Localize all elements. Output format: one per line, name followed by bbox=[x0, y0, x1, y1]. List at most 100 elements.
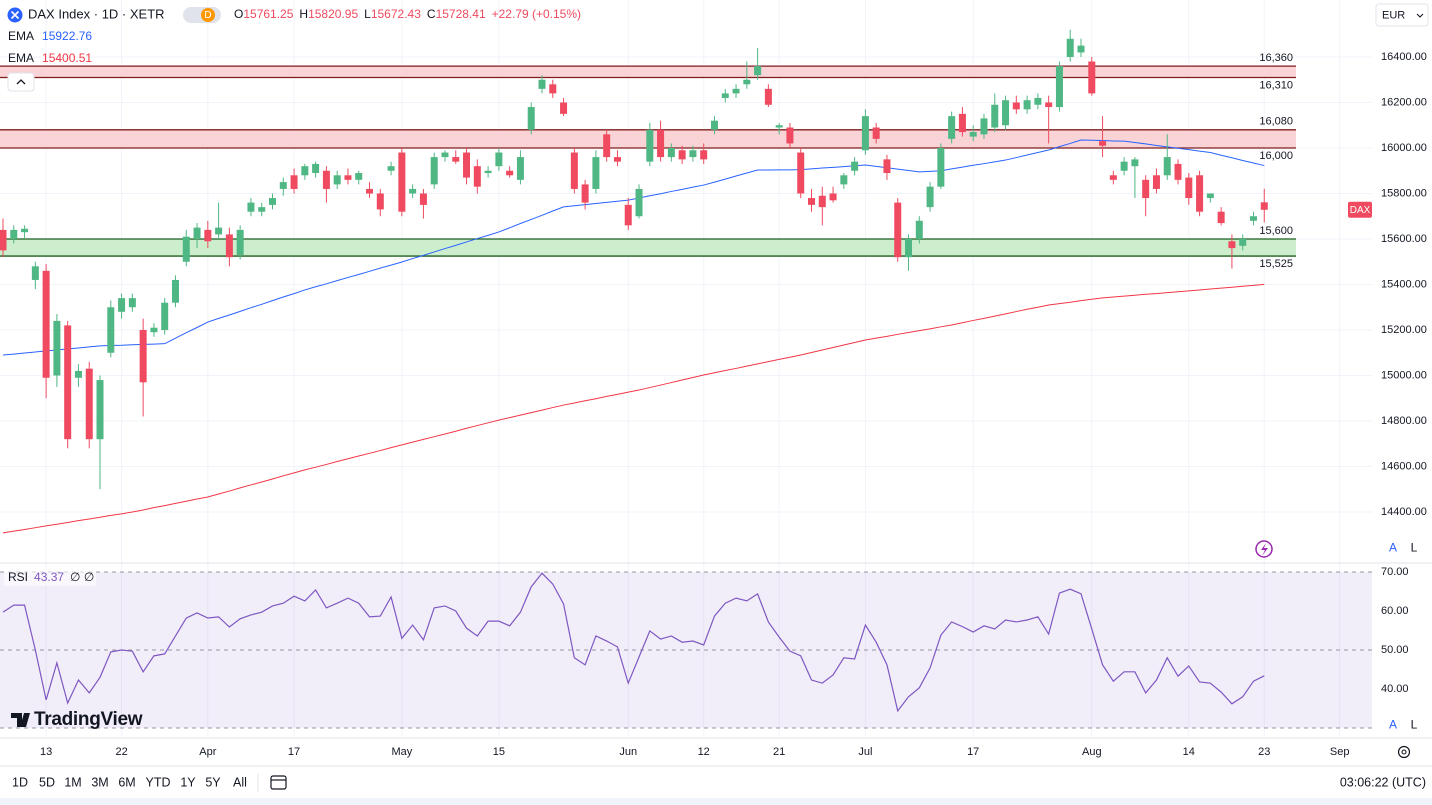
x-tick-label: May bbox=[391, 746, 412, 758]
auto-scale-text[interactable]: A bbox=[1389, 718, 1397, 732]
x-tick-label: 22 bbox=[115, 746, 127, 758]
candle-body bbox=[678, 150, 686, 160]
candle-body bbox=[851, 161, 859, 171]
x-tick-label: 17 bbox=[288, 746, 300, 758]
range-button[interactable]: YTD bbox=[146, 775, 171, 789]
candle-body bbox=[905, 238, 913, 258]
log-scale-text[interactable]: L bbox=[1411, 541, 1418, 555]
range-button[interactable]: 5D bbox=[39, 775, 55, 789]
ema-legend: EMA 15400.51 bbox=[8, 51, 92, 65]
ohlc-value: 15820.95 bbox=[308, 7, 358, 21]
x-tick-label: 12 bbox=[698, 746, 710, 758]
candle-body bbox=[366, 188, 374, 194]
y-tick-label: 14600.00 bbox=[1381, 460, 1427, 472]
candle-body bbox=[21, 228, 29, 233]
candle-body bbox=[452, 157, 460, 162]
candle-body bbox=[1131, 159, 1139, 167]
zone-label: 16,080 bbox=[1259, 116, 1293, 128]
candle-body bbox=[667, 147, 675, 158]
candle-body bbox=[689, 150, 697, 158]
y-tick-label: 70.00 bbox=[1381, 566, 1409, 578]
clock[interactable]: 03:06:22 (UTC) bbox=[1340, 775, 1426, 789]
candle-body bbox=[549, 84, 557, 94]
candle-body bbox=[1012, 102, 1020, 110]
auto-scale-text: A bbox=[1389, 541, 1397, 555]
candle-body bbox=[236, 229, 244, 255]
calendar-icon[interactable] bbox=[270, 775, 287, 790]
auto-scale-button[interactable] bbox=[1384, 539, 1402, 557]
x-tick-label: Aug bbox=[1082, 746, 1102, 758]
candle-body bbox=[355, 173, 363, 180]
y-tick-label: 15400.00 bbox=[1381, 278, 1427, 290]
candle-body bbox=[818, 195, 826, 208]
labels-layer: 14400.00 14600.00 14800.00 15000.00 15200.00… bbox=[40, 51, 1427, 758]
candle-body bbox=[646, 129, 654, 162]
candles-layer bbox=[0, 29, 1268, 490]
candle-body bbox=[743, 79, 751, 85]
candle-body bbox=[592, 157, 600, 189]
candle-body bbox=[269, 198, 276, 205]
candle-body bbox=[279, 182, 287, 189]
candle-body bbox=[775, 125, 783, 128]
x-tick-label: Jul bbox=[858, 746, 872, 758]
candle-body bbox=[1055, 66, 1063, 108]
legend-value: 43.37 bbox=[34, 570, 64, 584]
logo-text[interactable]: TradingView bbox=[34, 709, 143, 730]
candle-body bbox=[1066, 38, 1074, 57]
lines-layer bbox=[2, 139, 1265, 713]
candle-body bbox=[1120, 161, 1128, 171]
ohlc-key: H bbox=[299, 7, 308, 21]
legend-name: EMA bbox=[8, 51, 34, 65]
rsi-band bbox=[0, 572, 1372, 728]
range-button[interactable]: All bbox=[233, 775, 247, 789]
candle-body bbox=[1152, 175, 1160, 189]
candle-body bbox=[473, 166, 481, 187]
candle-body bbox=[495, 152, 503, 167]
log-scale-text[interactable]: L bbox=[1411, 718, 1418, 732]
symbol-title[interactable]: DAX Index · 1D · XETR bbox=[28, 6, 165, 21]
range-button[interactable]: 5Y bbox=[205, 775, 221, 789]
currency-select[interactable] bbox=[1375, 3, 1429, 27]
candle-body bbox=[31, 266, 39, 280]
candle-body bbox=[538, 79, 546, 89]
candle-body bbox=[74, 370, 82, 378]
candle-body bbox=[312, 163, 320, 174]
x-tick-label: Jun bbox=[619, 746, 637, 758]
candle-body bbox=[247, 202, 255, 212]
ema-legend: EMA 15922.76 bbox=[8, 29, 92, 43]
candle-body bbox=[225, 234, 233, 258]
y-tick-label: 16000.00 bbox=[1381, 142, 1427, 154]
range-button[interactable]: 3M bbox=[91, 775, 108, 789]
line bbox=[2, 283, 1265, 534]
candle-body bbox=[991, 104, 999, 128]
range-button[interactable]: 1D bbox=[12, 775, 28, 789]
candle-body bbox=[732, 88, 740, 94]
range-button[interactable]: 1Y bbox=[180, 775, 196, 789]
candle-body bbox=[1174, 163, 1182, 180]
candle-body bbox=[387, 166, 395, 171]
last-price-tag bbox=[1348, 201, 1372, 218]
candle-body bbox=[1034, 97, 1042, 105]
candle-body bbox=[754, 66, 762, 76]
candle-body bbox=[516, 157, 524, 180]
zone bbox=[0, 238, 1296, 257]
range-button[interactable]: 1M bbox=[64, 775, 81, 789]
badge-text: D bbox=[204, 10, 211, 21]
candle-body bbox=[1249, 216, 1257, 221]
candle-body bbox=[96, 380, 104, 440]
y-tick-label: 40.00 bbox=[1381, 683, 1409, 695]
x-tick-label: 14 bbox=[1183, 746, 1195, 758]
candle-body bbox=[139, 329, 147, 383]
candle-body bbox=[958, 113, 966, 133]
x-tick-label: 17 bbox=[967, 746, 979, 758]
ohlc-value: 15761.25 bbox=[243, 7, 293, 21]
candle-body bbox=[710, 120, 718, 130]
zone-label: 16,360 bbox=[1259, 52, 1293, 64]
legend-name: EMA bbox=[8, 29, 34, 43]
ohlc-readout: O15761.25 H15820.95 L15672.43 C15728.41 +22.… bbox=[234, 7, 581, 21]
settings-icon[interactable] bbox=[1397, 745, 1411, 759]
range-button[interactable]: 6M bbox=[118, 775, 135, 789]
candle-body bbox=[527, 107, 535, 130]
candle-body bbox=[409, 188, 417, 194]
collapse-button[interactable] bbox=[7, 72, 35, 92]
